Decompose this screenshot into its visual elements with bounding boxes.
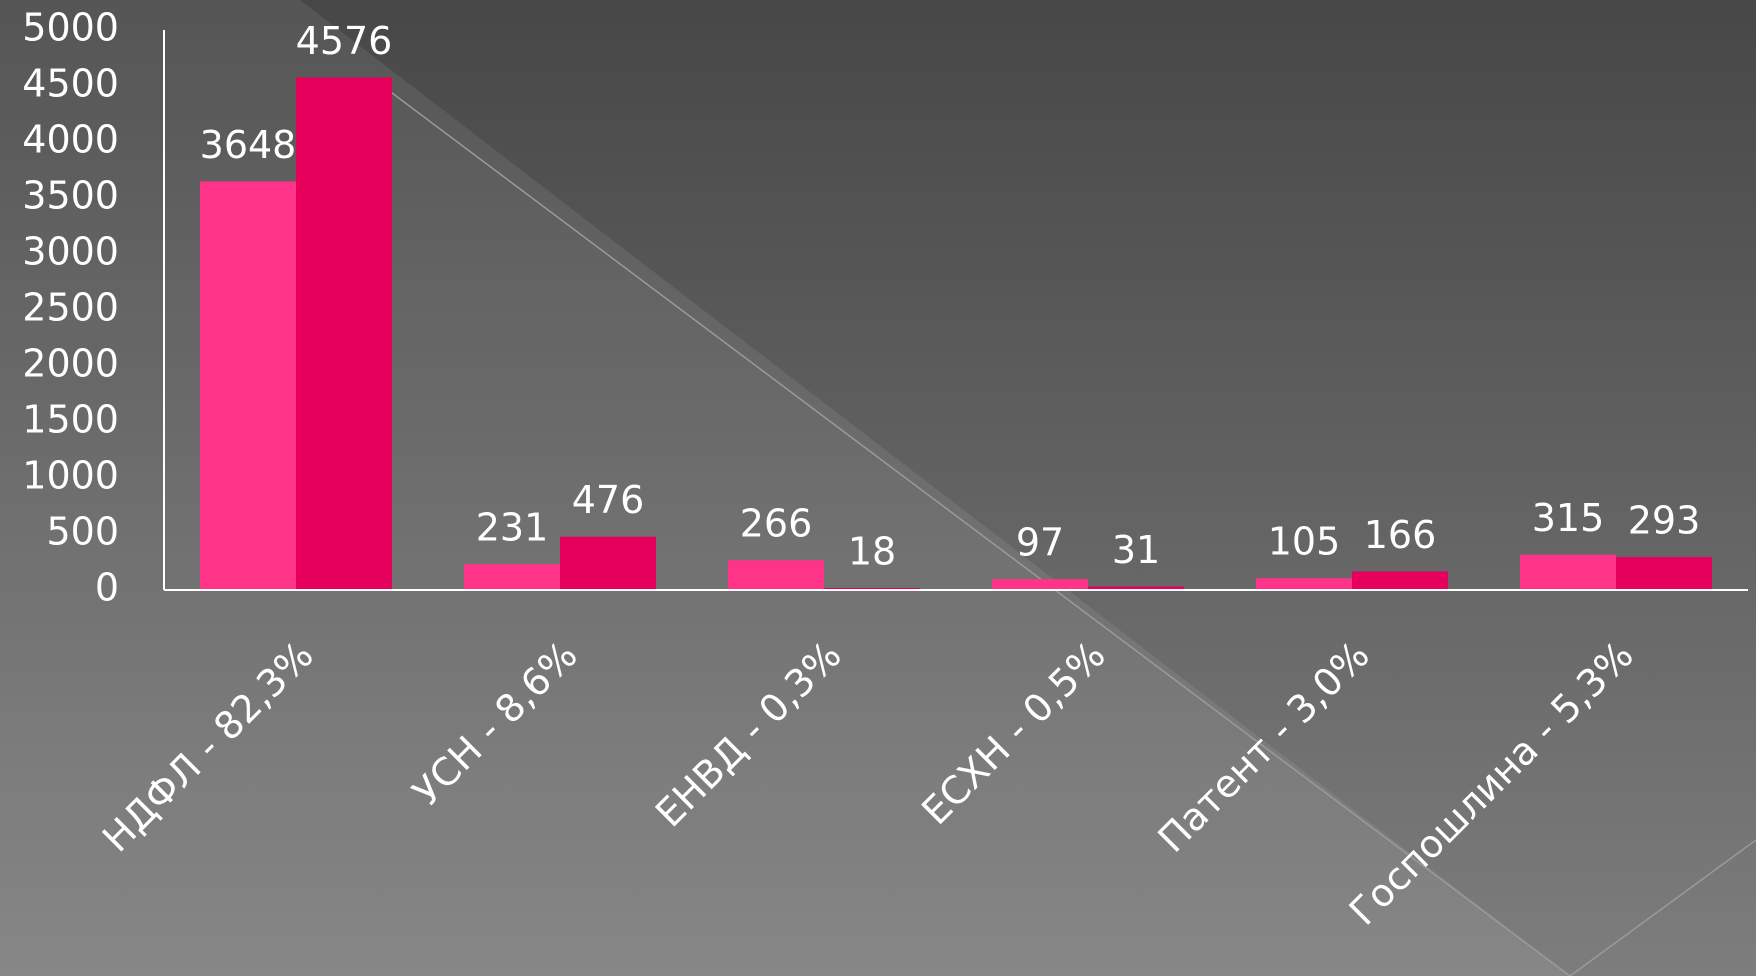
data-label: 231 [476, 506, 549, 550]
data-label: 4576 [296, 19, 393, 63]
data-label: 293 [1628, 499, 1701, 543]
y-tick-label: 500 [46, 510, 119, 554]
data-label: 315 [1532, 496, 1605, 540]
y-tick-label: 3500 [22, 174, 119, 218]
bar [728, 560, 824, 590]
data-label: 105 [1268, 520, 1341, 564]
y-tick-label: 4000 [22, 118, 119, 162]
y-tick-label: 0 [95, 566, 119, 610]
y-tick-label: 2500 [22, 286, 119, 330]
bar [1088, 586, 1184, 590]
bar [992, 579, 1088, 590]
bar [1520, 554, 1616, 590]
data-label: 3648 [200, 123, 297, 167]
background-line [1569, 839, 1756, 976]
y-tick-label: 4500 [22, 62, 119, 106]
y-tick-label: 3000 [22, 230, 119, 274]
y-tick-label: 2000 [22, 342, 119, 386]
bar [296, 77, 392, 591]
bar [200, 181, 296, 590]
bar [1352, 571, 1448, 590]
data-label: 476 [572, 478, 645, 522]
background-shape [0, 0, 1570, 976]
bar [560, 536, 656, 590]
data-label: 31 [1112, 528, 1160, 572]
bar [1616, 557, 1712, 590]
y-tick-label: 1000 [22, 454, 119, 498]
bar [824, 587, 920, 590]
background-line [379, 83, 1571, 976]
bar [1256, 578, 1352, 590]
data-label: 97 [1016, 521, 1064, 565]
y-tick-label: 1500 [22, 398, 119, 442]
data-label: 166 [1364, 513, 1437, 557]
y-tick-label: 5000 [22, 6, 119, 50]
data-label: 18 [848, 529, 896, 573]
bar [464, 564, 560, 590]
data-label: 266 [740, 502, 813, 546]
